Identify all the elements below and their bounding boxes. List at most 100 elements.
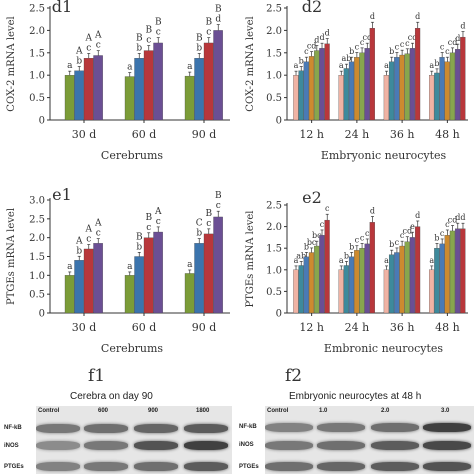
significance-letter: b [389, 240, 394, 249]
significance-letter: a [384, 256, 389, 265]
bar [213, 216, 223, 314]
blot-band [371, 423, 419, 432]
significance-letter: a [294, 256, 299, 265]
significance-letter: c [360, 233, 365, 242]
bar [439, 243, 445, 314]
significance-letter: c [304, 47, 309, 56]
panel-label-f2: f2 [285, 366, 303, 386]
bar [338, 75, 344, 121]
bar [364, 243, 370, 314]
bar [394, 57, 400, 121]
bar [93, 243, 103, 314]
y-tick-label: 1.0 [29, 71, 45, 82]
significance-letter: B [205, 209, 212, 219]
significance-letter: c [216, 201, 221, 211]
significance-letter: a [67, 262, 73, 272]
x-tick-label: 90 d [192, 128, 217, 141]
lane-label: 2.0 [381, 408, 390, 414]
significance-letter: d [460, 22, 465, 31]
significance-letter: A [85, 225, 93, 235]
x-axis-label: Embryonic neurocytes [321, 149, 447, 162]
significance-letter: B [215, 191, 222, 201]
significance-letter: a [429, 256, 434, 265]
lane-label: Control [267, 408, 289, 414]
lane-label: 600 [98, 408, 109, 414]
bar [399, 245, 405, 314]
bar [429, 75, 435, 121]
significance-letter: d [370, 206, 375, 215]
y-tick-label: 0 [39, 116, 45, 127]
significance-letter: b [434, 233, 439, 242]
significance-letter: c [355, 236, 360, 245]
significance-letter: c [86, 43, 91, 53]
bar [369, 222, 375, 314]
row-label: PTGEs [239, 464, 259, 470]
bar [383, 75, 389, 121]
bar [134, 256, 144, 314]
row-label: NF-kB [239, 424, 257, 430]
significance-letter: b [196, 43, 202, 53]
blot-band [36, 441, 80, 450]
bar [444, 61, 450, 121]
significance-letter: a [384, 61, 389, 70]
bar [298, 70, 304, 121]
blot-band [134, 441, 178, 450]
x-tick-label: 12 h [299, 128, 324, 141]
y-tick-label: 2.5 [266, 201, 282, 212]
significance-letter: A [85, 33, 93, 43]
bar [455, 228, 461, 314]
bar [354, 57, 360, 121]
lane-label: 1800 [196, 408, 210, 414]
lane-label: Control [38, 408, 60, 414]
significance-letter: b [76, 57, 82, 67]
significance-letter: c [440, 229, 445, 238]
significance-letter: cd [448, 38, 458, 47]
significance-letter: e [410, 222, 415, 231]
significance-letter: B [205, 18, 212, 28]
significance-letter: c [146, 36, 151, 46]
significance-letter: a [187, 260, 193, 270]
bar [314, 50, 320, 121]
blot-band [184, 441, 228, 450]
significance-letter: d [455, 34, 460, 43]
bar [324, 219, 330, 314]
x-tick-label: 24 h [345, 128, 370, 141]
blot-band [84, 462, 128, 471]
panel-label-e1: e1 [52, 185, 72, 204]
blot-band [36, 462, 80, 471]
significance-letter: b [304, 242, 309, 251]
y-tick-label: 2.0 [266, 222, 282, 233]
x-axis-label: Cerebrums [101, 149, 164, 162]
bar [74, 260, 84, 314]
significance-letter: a [67, 61, 73, 71]
y-tick-label: 2.0 [29, 26, 45, 37]
bar [213, 30, 223, 121]
significance-letter: c [96, 41, 101, 51]
significance-letter: B [145, 213, 152, 223]
y-tick-label: 1.0 [266, 71, 282, 82]
bar [460, 228, 466, 314]
blot-band [423, 441, 471, 450]
significance-letter: c [206, 219, 211, 229]
bar [364, 48, 370, 121]
significance-letter: c [360, 38, 365, 47]
significance-letter: cd [362, 33, 372, 42]
bar [383, 269, 389, 314]
bar [343, 68, 349, 121]
significance-letter: b [196, 229, 202, 239]
x-tick-label: 30 d [72, 128, 97, 141]
blot-band [265, 423, 313, 432]
bar [414, 226, 421, 314]
x-tick-label: 60 d [132, 321, 157, 334]
significance-letter: a [339, 61, 344, 70]
significance-letter: d [455, 213, 460, 222]
y-tick-label: 0 [39, 309, 45, 320]
significance-letter: b [434, 59, 439, 68]
bar [64, 275, 75, 314]
significance-letter: d [215, 15, 221, 25]
significance-letter: cd [408, 33, 418, 42]
significance-letter: c [400, 231, 405, 240]
y-tick-label: 2.5 [29, 214, 45, 225]
blot-band [371, 441, 419, 450]
significance-letter: a [429, 61, 434, 70]
